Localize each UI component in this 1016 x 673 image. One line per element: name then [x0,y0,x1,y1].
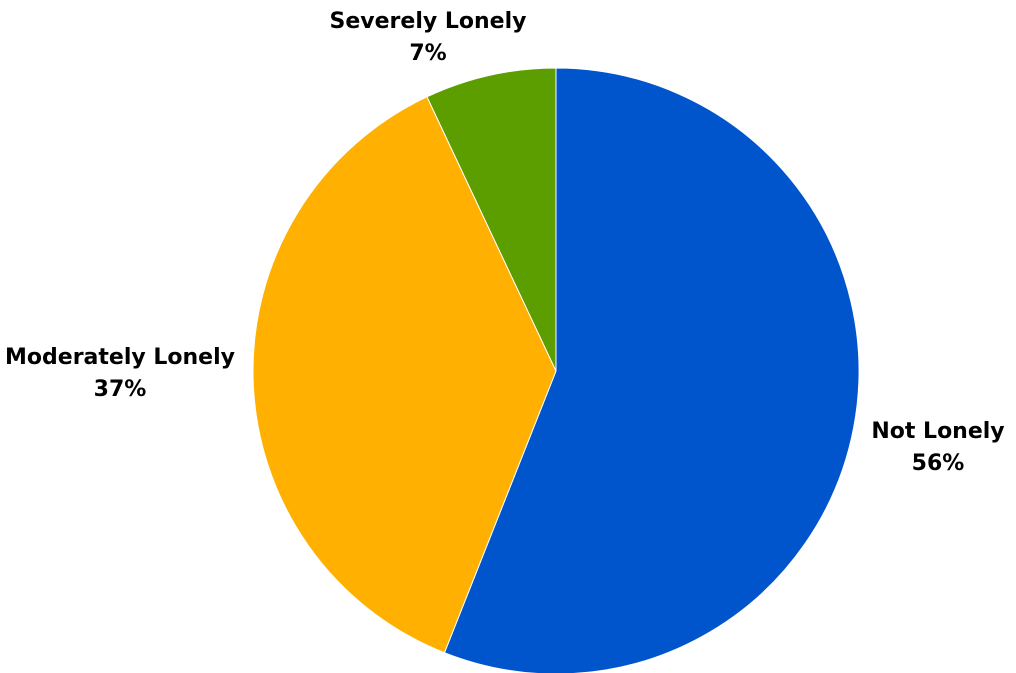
slice-label-severely-lonely: Severely Lonely [330,9,527,34]
slice-label-not-lonely: Not Lonely [871,419,1004,444]
pie-slice-moderately-lonely [252,96,557,654]
slice-label-moderately-lonely: Moderately Lonely [5,345,235,370]
pie-labels: Not Lonely 56% Moderately Lonely 37% Sev… [5,9,1005,476]
slice-value-moderately-lonely: 37% [94,377,147,402]
pie-slice-not-lonely [443,67,860,673]
pie-slices [252,67,860,673]
pie-slice-severely-lonely [426,67,557,372]
slice-value-severely-lonely: 7% [409,41,446,66]
slice-value-not-lonely: 56% [912,451,965,476]
